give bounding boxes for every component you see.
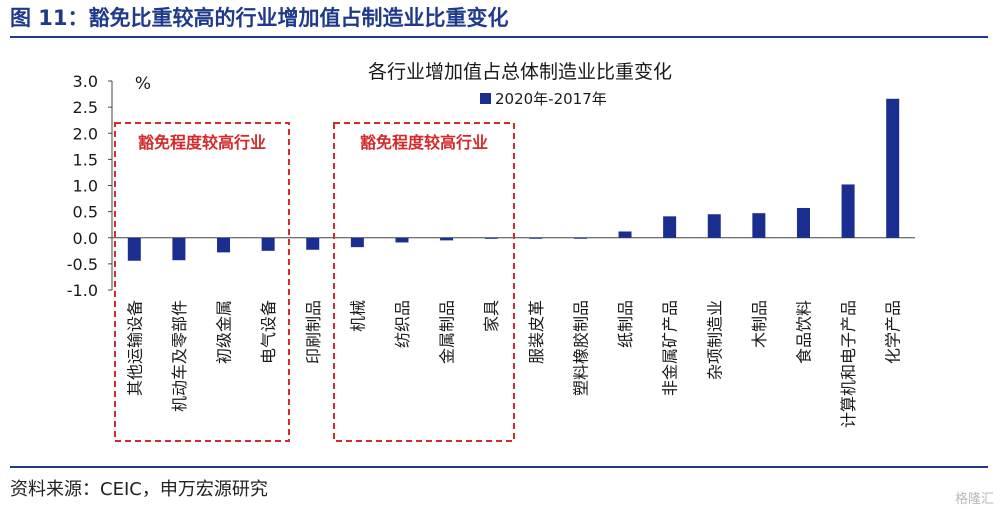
y-tick-label: 2.5 — [73, 98, 98, 117]
bar — [350, 237, 364, 248]
x-category-label: 化学产品 — [884, 300, 903, 364]
bar-chart: 各行业增加值占总体制造业比重变化 % 2020年-2017年 3.0 2.5 2.0… — [67, 61, 915, 442]
title-rule — [10, 36, 988, 38]
source-rule — [10, 466, 988, 468]
x-axis-labels: 其他运输设备 机动车及零部件 初级金属 电气设备 印刷制品 机械 纺织品 金属制品 家具 服装皮革… — [125, 300, 902, 428]
x-category-label: 初级金属 — [215, 300, 234, 364]
x-category-label: 家具 — [482, 300, 501, 332]
exempt-box-1-label: 豁免程度较高行业 — [138, 133, 266, 152]
bar — [707, 214, 721, 238]
x-category-label: 塑料橡胶制品 — [571, 300, 590, 396]
x-category-label: 纺织品 — [393, 300, 412, 348]
bar — [752, 213, 766, 238]
bar — [663, 216, 677, 238]
figure-title: 图 11：豁免比重较高的行业增加值占制造业比重变化 — [10, 6, 509, 30]
x-category-label: 杂项制造业 — [705, 300, 724, 380]
x-category-label: 食品饮料 — [794, 300, 813, 364]
x-category-label: 服装皮革 — [527, 300, 546, 364]
legend-swatch — [480, 93, 491, 104]
y-tick-label: 2.0 — [73, 124, 98, 143]
y-tick-label: 1.0 — [73, 177, 98, 196]
bar — [484, 237, 498, 239]
bar — [618, 231, 632, 238]
x-category-label: 机械 — [348, 300, 367, 332]
exempt-box-1 — [114, 122, 290, 442]
bar — [529, 237, 543, 239]
bar — [306, 237, 320, 250]
bar — [395, 237, 409, 243]
x-category-label: 非金属矿产品 — [661, 300, 680, 396]
bar — [127, 237, 141, 261]
watermark-logo: 格隆汇 — [954, 492, 994, 507]
y-tick-label: -0.5 — [67, 255, 98, 274]
y-tick-label: 3.0 — [73, 72, 98, 91]
y-axis-ticks: 3.0 2.5 2.0 1.5 1.0 0.5 0.0 -0.5 -1.0 — [67, 72, 112, 300]
x-category-label: 金属制品 — [438, 300, 457, 364]
y-axis-unit: % — [135, 74, 151, 94]
source-note: 资料来源：CEIC，申万宏源研究 — [10, 479, 268, 500]
bar — [886, 98, 900, 238]
x-category-label: 纸制品 — [616, 300, 635, 348]
exempt-box-2 — [333, 122, 515, 442]
legend-label: 2020年-2017年 — [495, 90, 607, 108]
bar — [796, 207, 810, 238]
bar — [573, 237, 587, 239]
bar — [217, 237, 231, 253]
y-tick-label: 0.5 — [73, 203, 98, 222]
y-tick-label: -1.0 — [67, 281, 98, 300]
bar — [172, 237, 186, 261]
x-category-label: 其他运输设备 — [125, 300, 144, 396]
x-category-label: 电气设备 — [259, 300, 278, 364]
annotation-boxes: 豁免程度较高行业 豁免程度较高行业 — [114, 122, 515, 442]
bar — [440, 237, 454, 241]
y-tick-label: 1.5 — [73, 150, 98, 169]
exempt-box-2-label: 豁免程度较高行业 — [360, 133, 488, 152]
legend: 2020年-2017年 — [480, 90, 607, 108]
x-category-label: 印刷制品 — [304, 300, 323, 364]
chart-title: 各行业增加值占总体制造业比重变化 — [368, 61, 672, 83]
y-tick-label: 0.0 — [73, 229, 98, 248]
bar — [261, 237, 275, 251]
bars — [127, 98, 900, 261]
x-category-label: 木制品 — [750, 300, 769, 348]
x-category-label: 机动车及零部件 — [170, 300, 189, 412]
bar — [841, 184, 855, 238]
x-category-label: 计算机和电子产品 — [839, 300, 858, 428]
